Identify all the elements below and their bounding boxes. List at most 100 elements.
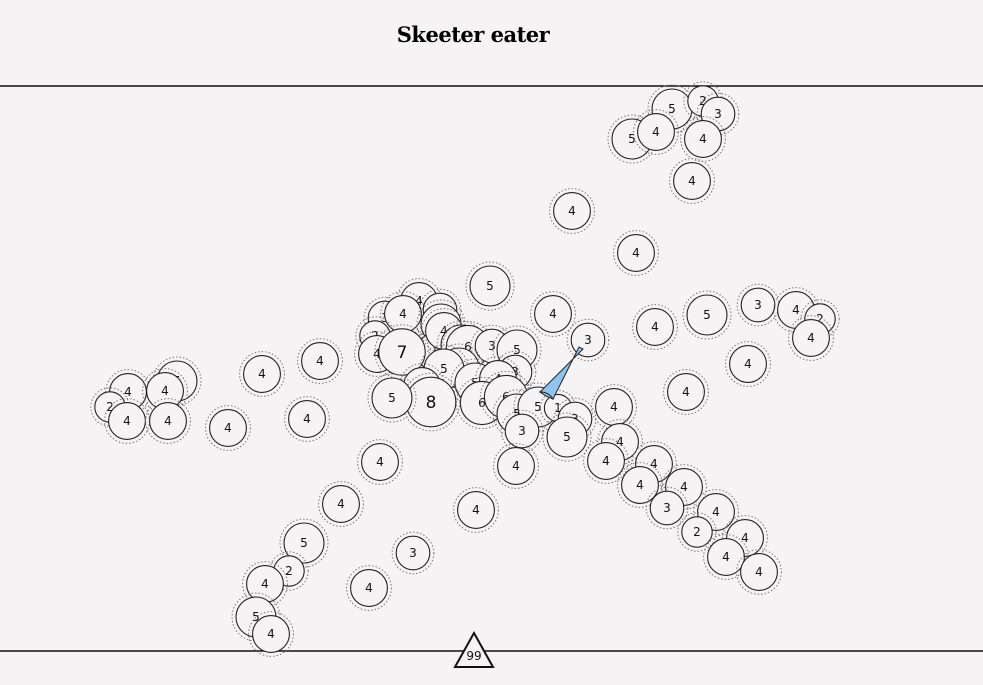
bug-value: 7 — [397, 343, 408, 363]
bug-token: 4 — [549, 188, 595, 234]
bug-token: 4 — [669, 158, 715, 204]
bug-circle — [636, 308, 674, 346]
bug-token: 4 — [205, 405, 251, 451]
bug-value: 4 — [512, 459, 520, 473]
bug-circle — [534, 295, 572, 333]
bug-token: 4 — [346, 565, 392, 611]
bug-token: 4 — [583, 438, 629, 484]
bug-value: 4 — [376, 455, 384, 469]
bug-value: 5 — [534, 400, 542, 414]
bug-circle — [546, 416, 588, 458]
bug-circle — [684, 120, 722, 158]
bug-value: 8 — [426, 393, 437, 413]
bug-value: 3 — [488, 339, 496, 353]
bug-token: 4 — [493, 443, 539, 489]
bug-circle — [361, 443, 399, 481]
player-body — [538, 391, 555, 401]
bug-range-ring — [566, 318, 610, 362]
bug-token: 5 — [279, 518, 329, 568]
bug-range-ring — [492, 325, 542, 375]
bug-range-ring — [613, 230, 659, 276]
bug-value: 4 — [123, 414, 131, 428]
bug-range-ring — [475, 356, 521, 402]
bug-circle — [681, 516, 713, 548]
bug-value: 5 — [513, 343, 521, 357]
bug-token: 4 — [142, 368, 188, 414]
bug-range-ring — [788, 315, 834, 361]
bug-value: 5 — [388, 391, 396, 405]
bug-value: 2 — [693, 525, 701, 539]
bug-value: 4 — [399, 307, 407, 321]
bug-value: 4 — [792, 303, 800, 317]
bug-value: 4 — [651, 320, 659, 334]
bug-range-ring — [239, 351, 285, 397]
bug-range-ring — [142, 368, 188, 414]
bug-circle — [252, 615, 290, 653]
bug-circle — [792, 319, 830, 357]
bug-token: 4 — [788, 315, 834, 361]
bug-value: 4 — [124, 385, 132, 399]
bug-range-ring — [205, 405, 251, 451]
bug-range-ring — [416, 299, 466, 349]
bug-circle — [637, 113, 675, 151]
score-triangle — [453, 630, 495, 668]
bug-token: 5 — [682, 290, 732, 340]
bug-token: 3 — [566, 318, 610, 362]
bug-circle — [301, 342, 339, 380]
bug-range-ring — [284, 396, 330, 442]
bug-value: 4 — [755, 565, 763, 579]
bug-value: 5 — [563, 430, 571, 444]
bug-token: 4 — [357, 439, 403, 485]
bug-value: 5 — [668, 102, 676, 116]
bug-value: 4 — [472, 503, 480, 517]
bug-token: 5 — [367, 373, 417, 423]
bug-range-ring — [318, 481, 364, 527]
bug-value: 3 — [663, 501, 671, 515]
bug-token: 4 — [633, 109, 679, 155]
bug-range-ring — [542, 412, 592, 462]
bug-value: 4 — [440, 324, 448, 338]
bug-value: 1 — [554, 401, 562, 415]
bug-token: 4 — [725, 341, 771, 387]
bug-value: 4 — [164, 414, 172, 428]
bug-circle — [469, 265, 511, 307]
bug-range-ring — [736, 549, 782, 595]
bug-circle — [322, 485, 360, 523]
bug-value: 4 — [680, 480, 688, 494]
bug-value: 5 — [513, 407, 521, 421]
bug-value: 4 — [568, 204, 576, 218]
bug-value: 5 — [440, 362, 448, 376]
bug-value: 4 — [224, 421, 232, 435]
bug-value: 4 — [258, 367, 266, 381]
bug-range-ring — [800, 299, 840, 339]
bug-circle — [350, 569, 388, 607]
bug-token: 4 — [736, 549, 782, 595]
bug-range-ring — [367, 373, 417, 423]
bug-token: 4 — [613, 230, 659, 276]
bug-range-ring — [465, 261, 515, 311]
bug-range-ring — [279, 518, 329, 568]
bug-token: 4 — [318, 481, 364, 527]
bug-value: 4 — [602, 454, 610, 468]
bug-value: 5 — [628, 132, 636, 146]
bug-token: 4 — [632, 304, 678, 350]
bug-range-ring — [231, 592, 281, 642]
bug-circle — [243, 355, 281, 393]
bug-circle — [740, 553, 778, 591]
bug-range-ring — [677, 512, 717, 552]
bug-token: 4 — [680, 116, 726, 162]
bug-value: 4 — [682, 385, 690, 399]
bug-value: 4 — [549, 307, 557, 321]
bug-circle — [371, 377, 413, 419]
bug-value: 3 — [714, 107, 722, 121]
bug-value: 4 — [616, 435, 624, 449]
bug-value: 4 — [699, 132, 707, 146]
score-value: 99 — [466, 649, 481, 663]
bug-circle — [707, 538, 745, 576]
bug-range-ring — [248, 611, 294, 657]
bug-value: 4 — [807, 331, 815, 345]
bug-value: 6 — [478, 396, 486, 410]
bug-range-ring — [591, 384, 637, 430]
bug-range-ring — [583, 438, 629, 484]
